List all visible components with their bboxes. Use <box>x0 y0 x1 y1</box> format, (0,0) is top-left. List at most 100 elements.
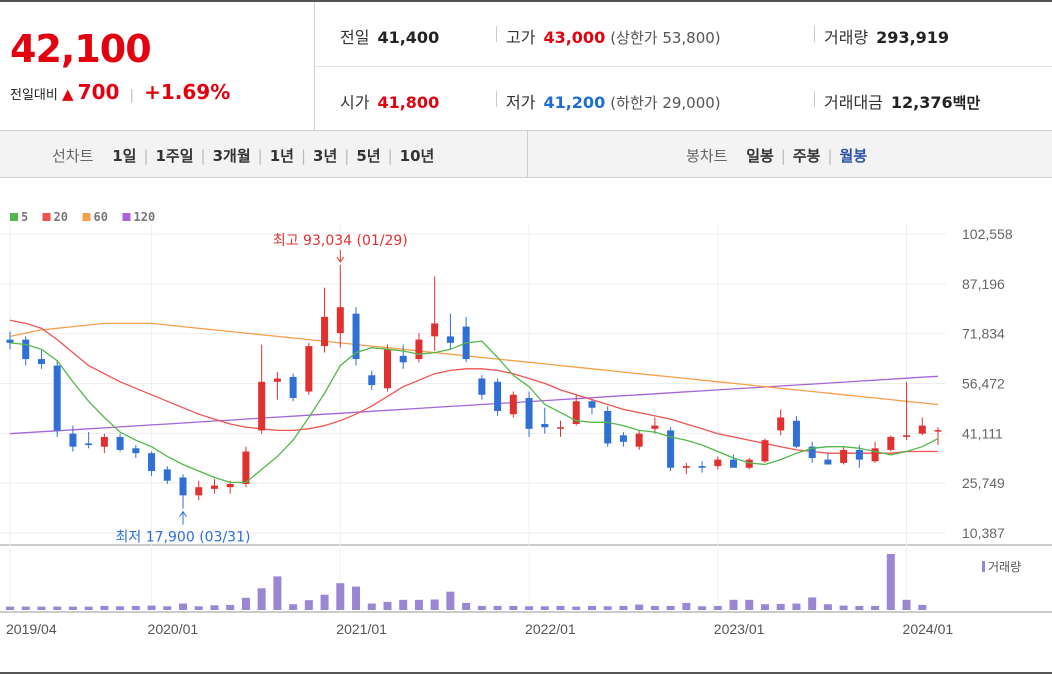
candle-body <box>100 436 108 447</box>
line-chart-tabs: 선차트 1일 | 1주일 | 3개월 | 1년 | 3년 | 5년 | 10년 <box>52 147 435 165</box>
volume-bar <box>163 606 172 610</box>
candle-body <box>478 378 486 395</box>
volume-bar <box>273 576 282 610</box>
candle-body <box>336 307 344 334</box>
candle-body <box>840 449 848 463</box>
volume-bar <box>902 599 911 610</box>
candle-body <box>368 375 376 386</box>
volume-bar <box>682 602 691 610</box>
candle-tab-0[interactable]: 일봉 <box>746 147 774 165</box>
volume-bar <box>871 605 880 610</box>
candle-body <box>179 477 187 496</box>
volume-bar <box>650 605 659 610</box>
y-tick-label: 25,749 <box>962 475 1005 491</box>
candle-body <box>604 410 612 444</box>
line-tab-2[interactable]: 3개월 <box>212 147 251 165</box>
volume-bar <box>509 605 518 610</box>
max-arrow-head <box>336 256 345 263</box>
volume-bar <box>100 605 109 610</box>
change-percent: +1.69% <box>144 80 231 104</box>
legend-label: 20 <box>54 210 68 224</box>
volume-bar <box>241 597 250 610</box>
current-price: 42,100 <box>10 27 152 71</box>
volume-bar <box>855 605 864 610</box>
volume-bar <box>572 606 581 610</box>
volume-bar <box>839 605 848 610</box>
line-tab-4[interactable]: 3년 <box>313 147 338 165</box>
legend-label: 120 <box>134 210 156 224</box>
volume-legend-label: 거래량 <box>988 560 1021 574</box>
legend-swatch <box>42 213 51 221</box>
change-label: 전일대비 <box>10 88 58 103</box>
chart-tabs: 선차트 1일 | 1주일 | 3개월 | 1년 | 3년 | 5년 | 10년 봉차트 일봉 | 주봉 | 월봉 <box>0 131 1052 178</box>
volume-bar <box>194 606 203 610</box>
up-arrow-icon: ▲ <box>61 85 74 103</box>
x-tick-label: 2021/01 <box>336 621 387 637</box>
volume-bar <box>745 599 754 610</box>
volume-bar <box>619 605 628 610</box>
candle-body <box>808 446 816 459</box>
candle-body <box>226 483 234 488</box>
line-tab-1[interactable]: 1주일 <box>155 147 194 165</box>
candlestick-chart: 102,558 87,196 71,834 56,472 41,111 25,749 10,… <box>0 210 1052 637</box>
candle-body <box>730 459 738 468</box>
quote-summary: 42,100 전일대비 ▲ 700 | +1.69% 전일 41,400 고가 43… <box>0 2 1052 131</box>
candle-tab-2[interactable]: 월봉 <box>839 147 868 165</box>
candle-body <box>321 316 329 347</box>
candle-body <box>69 433 77 447</box>
candle-body <box>163 469 171 481</box>
candle-body <box>258 381 266 431</box>
volume-bar <box>792 603 801 610</box>
candle-body <box>273 378 281 382</box>
candle-body <box>37 359 45 364</box>
candle-body <box>588 401 596 408</box>
x-tick-label: 2020/01 <box>148 621 199 637</box>
candle-body <box>210 485 218 489</box>
candle-body <box>6 339 14 343</box>
high-price: 고가 43,000 (상한가 53,800) <box>506 28 721 47</box>
line-tab-6[interactable]: 10년 <box>399 147 435 165</box>
volume-bar <box>918 604 927 610</box>
candle-body <box>399 355 407 363</box>
y-tick-label: 71,834 <box>962 326 1005 342</box>
candle-body <box>242 451 250 484</box>
candle-body <box>871 448 879 462</box>
volume-bar <box>760 604 769 610</box>
top-border <box>0 0 1052 2</box>
candle-body <box>918 425 926 434</box>
volume-bar <box>383 601 392 610</box>
line-tab-5[interactable]: 5년 <box>356 147 381 165</box>
y-tick-label: 10,387 <box>962 525 1005 541</box>
y-tick-label: 41,111 <box>962 425 1003 441</box>
volume-bar <box>540 606 549 610</box>
candle-body <box>698 466 706 468</box>
legend-swatch <box>122 213 131 221</box>
volume-bar <box>399 599 408 610</box>
volume-bar <box>179 603 188 610</box>
volume-bar <box>430 599 439 610</box>
candle-body <box>431 323 439 337</box>
volume-bar <box>210 605 219 610</box>
volume-bar <box>556 605 565 610</box>
volume-bar <box>21 606 30 610</box>
candle-tab-1[interactable]: 주봉 <box>792 147 821 165</box>
candle-body <box>745 459 753 468</box>
volume-bar <box>226 604 235 610</box>
bottom-border <box>0 672 1052 674</box>
candle-body <box>195 487 203 496</box>
y-tick-label: 87,196 <box>962 276 1005 292</box>
ma5-line <box>9 340 939 484</box>
volume: 거래량 293,919 <box>824 28 950 47</box>
line-tab-3[interactable]: 1년 <box>269 147 294 165</box>
open-price: 시가 41,800 <box>340 93 440 112</box>
y-tick-label: 56,472 <box>962 376 1005 392</box>
line-tab-0[interactable]: 1일 <box>112 147 137 165</box>
ma60-line <box>9 322 939 406</box>
candle-body <box>682 466 690 468</box>
volume-bar <box>336 583 345 610</box>
volume-bar <box>37 606 46 610</box>
volume-bar <box>131 605 140 610</box>
candle-body <box>777 417 785 431</box>
candle-body <box>509 394 517 415</box>
volume-bar <box>729 599 738 610</box>
